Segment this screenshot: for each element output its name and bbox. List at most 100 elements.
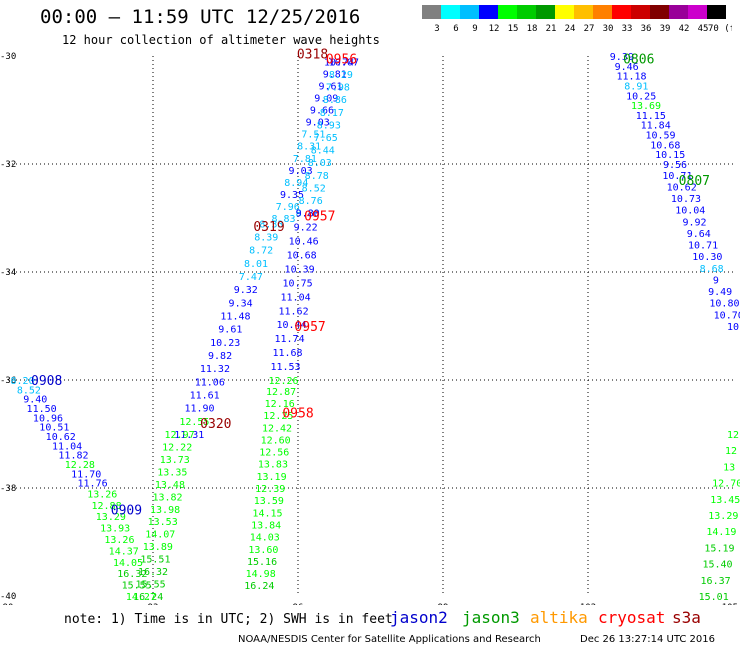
swh-value: 11.04 [52, 441, 82, 452]
swh-value: 15.51 [140, 555, 170, 566]
colorbar-label: 45 [698, 24, 709, 34]
swh-value: 11.68 [272, 348, 302, 359]
swh-value: 8.68 [700, 264, 724, 275]
colorbar-label: 42 [679, 24, 690, 34]
swh-value: 10.62 [46, 432, 76, 443]
swh-value: 9.61 [218, 325, 242, 336]
swh-value: 16.32 [117, 569, 147, 580]
swh-value: 8.44 [311, 146, 335, 157]
swh-value: 13.89 [143, 542, 173, 553]
swh-value: 14.27 [126, 592, 156, 603]
swh-value: 13.48 [155, 480, 185, 491]
swh-value: 9.49 [708, 287, 732, 298]
x-tick-label: 96 [293, 603, 304, 605]
colorbar-swatch [536, 5, 555, 19]
swh-value: 13.98 [150, 505, 180, 516]
swh-value: 13.60 [248, 545, 278, 556]
swh-value: 13.19 [257, 472, 287, 483]
swh-value: 9.34 [229, 298, 253, 309]
swh-value: 7.96 [276, 202, 300, 213]
colorbar-label: 21 [546, 24, 557, 34]
swh-value: 10.44 [277, 320, 307, 331]
colorbar-swatch [669, 5, 688, 19]
swh-value: 13.29 [96, 512, 126, 523]
swh-value: 8.86 [323, 95, 347, 106]
swh-value: 9.40 [23, 395, 47, 406]
swh-value: 13.83 [258, 460, 288, 471]
legend-altika: altika [530, 608, 588, 627]
swh-value: 10.25 [626, 91, 656, 102]
swh-value: 9.81 [323, 69, 347, 80]
swh-value: 8.31 [297, 142, 321, 153]
pass-time-label: 0909 [111, 504, 142, 519]
colorbar-label: 18 [527, 24, 538, 34]
swh-value: 8.01 [244, 259, 268, 270]
swh-value: 11.90 [184, 404, 214, 415]
pass-time-label: 0318 [297, 47, 328, 62]
swh-value: 7.98 [326, 83, 350, 94]
colorbar-label: 3 [434, 24, 439, 34]
colorbar-label: 39 [660, 24, 671, 34]
swh-value: 14.19 [706, 527, 736, 538]
swh-value: 12.55 [179, 417, 209, 428]
swh-value: 11.48 [220, 312, 250, 323]
swh-value: 8.29 [329, 70, 353, 81]
map-subtitle: 12 hour collection of altimeter wave hei… [62, 33, 380, 47]
footer-note: note: 1) Time is in UTC; 2) SWH is in fe… [64, 612, 393, 627]
swh-value: 12.70 [712, 479, 740, 490]
colorbar-swatch [650, 5, 669, 19]
swh-value: 11.61 [190, 391, 220, 402]
swh-value: 10.71 [688, 241, 718, 252]
swh-value: 13.26 [104, 535, 134, 546]
swh-value: 9.22 [294, 223, 318, 234]
swh-value: 13.53 [148, 517, 178, 528]
swh-value: 8.78 [305, 171, 329, 182]
swh-value: 9.64 [687, 229, 711, 240]
swh-value: 14.98 [246, 569, 276, 580]
swh-value: 16.24 [244, 581, 274, 592]
swh-value: 15.01 [699, 592, 729, 603]
x-tick-label: 102 [580, 603, 596, 605]
swh-value: 11.76 [78, 479, 108, 490]
swh-value: 10.68 [287, 250, 317, 261]
pass-time-label: 0320 [200, 417, 231, 432]
swh-value: 10.04 [675, 206, 705, 217]
swh-value: 10 [727, 322, 739, 333]
colorbar-swatch [422, 5, 441, 19]
swh-value: 11.82 [58, 451, 88, 462]
swh-value: 12.88 [91, 501, 121, 512]
x-tick-label: 99 [438, 603, 449, 605]
swh-value: 10.74 [324, 57, 354, 68]
swh-value: 10.70 [714, 310, 740, 321]
colorbar-label: 70 (ft) [708, 24, 732, 34]
swh-value: 11.32 [200, 364, 230, 375]
colorbar-swatch [688, 5, 707, 19]
colorbar-label: 33 [622, 24, 633, 34]
pass-time-label: 0908 [31, 374, 62, 389]
x-tick-label: 90 [3, 603, 14, 605]
swh-value: 13.35 [157, 467, 187, 478]
swh-value: 9 [713, 275, 719, 286]
colorbar-label: 12 [489, 24, 500, 34]
swh-value: 10.51 [39, 423, 69, 434]
swh-value: 11.74 [274, 334, 304, 345]
swh-value: 15.55 [136, 580, 166, 591]
swh-value: 8.94 [284, 178, 308, 189]
credit-line: NOAA/NESDIS Center for Satellite Applica… [238, 634, 541, 645]
swh-value: 11.50 [27, 404, 57, 415]
swh-value: 9.35 [280, 190, 304, 201]
colorbar-swatch [479, 5, 498, 19]
swh-value: 8.39 [254, 233, 278, 244]
y-tick-label: -34 [0, 268, 16, 278]
colorbar-swatch [631, 5, 650, 19]
swh-value: 13.82 [152, 492, 182, 503]
swh-value: 12.42 [262, 423, 292, 434]
swh-value: 12.22 [162, 442, 192, 453]
swh-value: 10.62 [667, 182, 697, 193]
pass-time-label: 0319 [253, 220, 284, 235]
pass-time-label: 0806 [623, 53, 654, 68]
colorbar-swatch [498, 5, 517, 19]
swh-value: 12.16 [265, 399, 295, 410]
y-tick-label: -32 [0, 160, 16, 170]
swh-value: 8.20 [10, 376, 34, 387]
